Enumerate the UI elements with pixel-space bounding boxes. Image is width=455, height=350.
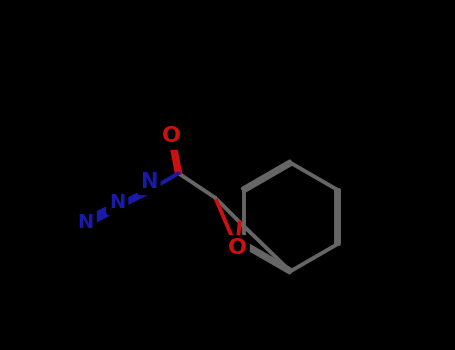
Text: N: N [140,172,157,192]
Text: O: O [162,126,181,147]
Text: N: N [78,213,94,232]
Text: N: N [109,194,126,212]
Text: O: O [228,238,247,259]
